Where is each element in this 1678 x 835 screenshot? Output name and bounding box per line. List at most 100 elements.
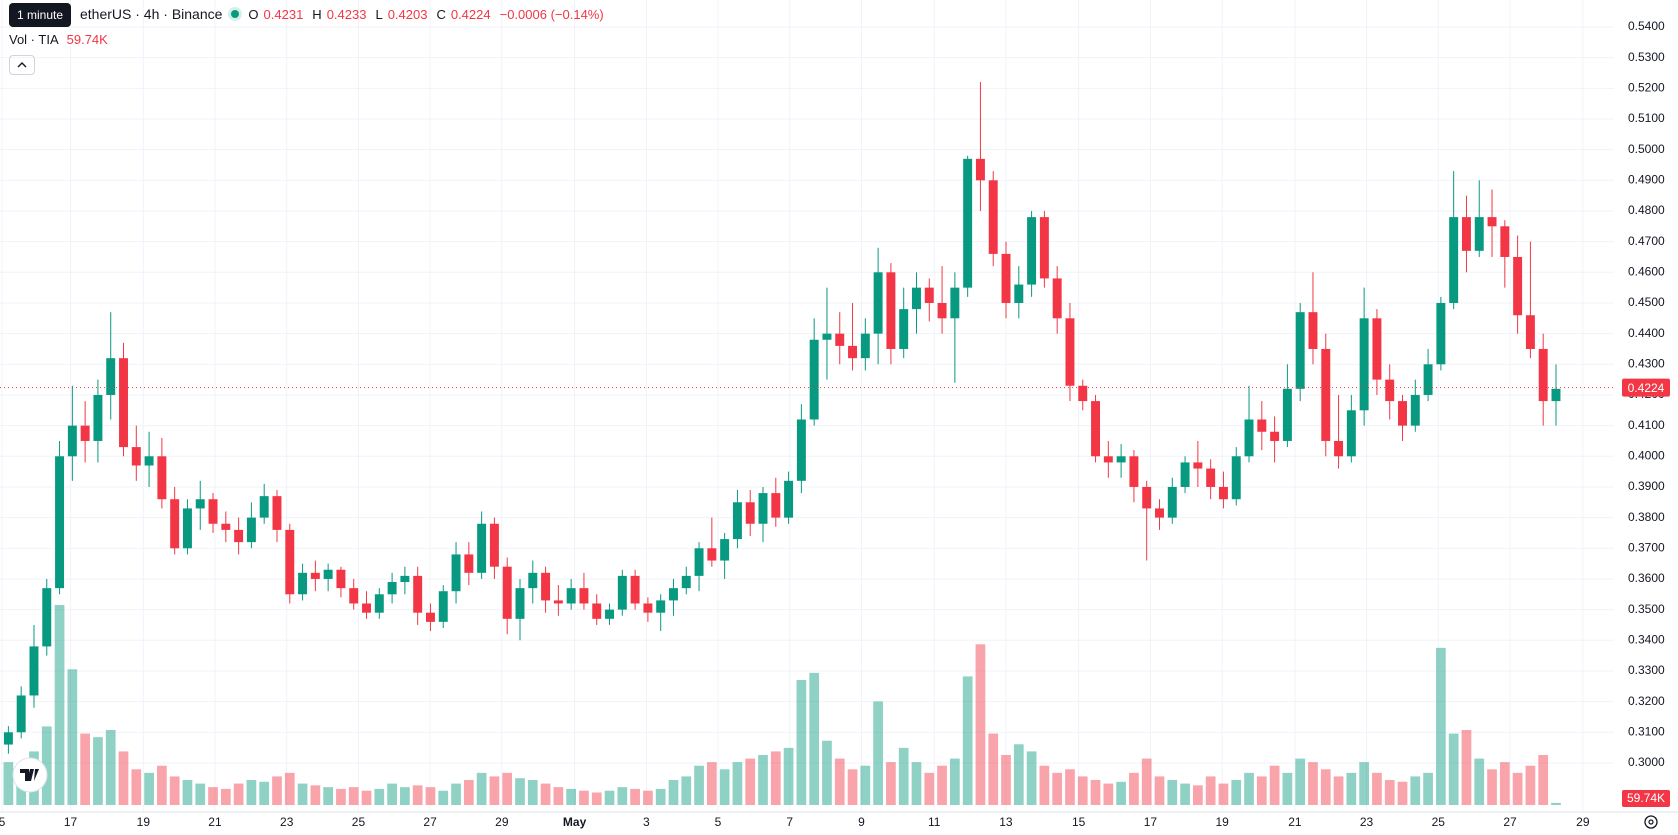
x-tick-label: 29 — [495, 815, 509, 829]
y-tick-label: 0.3700 — [1628, 540, 1665, 554]
volume-bar — [1499, 762, 1510, 805]
candle-body — [835, 333, 845, 346]
candle-body — [1014, 284, 1024, 303]
volume-bar — [374, 788, 385, 805]
candle-body — [899, 309, 909, 349]
candle-body — [362, 603, 371, 613]
candle-body — [131, 447, 141, 466]
volume-bar — [1090, 780, 1101, 805]
volume-bar — [1423, 772, 1433, 805]
high-value: 0.4233 — [326, 6, 367, 22]
volume-bar — [822, 740, 832, 805]
x-tick-label: 23 — [280, 815, 294, 829]
y-tick-label: 0.4300 — [1628, 356, 1665, 370]
volume-bar — [1129, 772, 1139, 805]
y-tick-label: 0.3100 — [1628, 724, 1665, 738]
candle-body — [80, 425, 90, 441]
chevron — [17, 62, 27, 68]
y-tick-label: 0.3200 — [1628, 694, 1665, 708]
volume-bar — [195, 783, 206, 805]
volume-bar — [758, 755, 768, 805]
y-tick-label: 0.5100 — [1628, 111, 1665, 125]
candle-body — [553, 600, 563, 604]
candle-body — [67, 425, 77, 457]
close-value: 0.4224 — [450, 6, 491, 22]
y-tick-label: 0.4800 — [1628, 203, 1665, 217]
volume-bar — [886, 762, 896, 805]
x-tick-label: 9 — [858, 815, 865, 829]
volume-bar — [246, 780, 257, 805]
candle-body — [1334, 440, 1344, 457]
candle-body — [1244, 419, 1254, 457]
y-tick-label: 0.3600 — [1628, 571, 1665, 585]
candle-body — [16, 695, 26, 733]
candle-body — [681, 575, 691, 589]
candle-body — [860, 333, 870, 359]
volume-bar — [348, 787, 359, 805]
y-tick-label: 0.3300 — [1628, 663, 1665, 677]
candle-body — [502, 566, 512, 619]
volume-bar — [604, 790, 615, 805]
volume-bar — [988, 733, 999, 805]
symbol[interactable]: etherUS · 4h · Binance — [80, 6, 223, 22]
candle-body — [221, 523, 231, 530]
candle-body — [822, 333, 832, 340]
candle-body — [937, 302, 947, 319]
candle-body — [1065, 318, 1075, 386]
settings-icon-core — [1648, 819, 1654, 825]
x-tick-label: May — [563, 815, 587, 829]
volume-bar — [297, 783, 308, 805]
y-tick-label: 0.5000 — [1628, 142, 1665, 156]
candle-body — [541, 572, 551, 601]
volume-bar — [1065, 769, 1075, 805]
close-key: C — [436, 6, 446, 22]
collapse-button[interactable] — [9, 55, 35, 75]
candle-body — [1359, 318, 1369, 411]
last-price-box — [1622, 378, 1670, 397]
candle-body — [3, 732, 13, 745]
status-dot — [228, 7, 243, 21]
volume-bar — [118, 751, 129, 805]
candle-body — [1091, 401, 1101, 457]
candle-body — [579, 588, 589, 604]
candle-body — [323, 569, 333, 579]
volume-bar — [962, 676, 973, 805]
y-tick-label: 0.5400 — [1628, 19, 1665, 33]
volume-bar — [463, 780, 474, 805]
last-price-label: 0.4224 — [1628, 381, 1665, 395]
candle-body — [489, 523, 499, 567]
volume-bar — [617, 787, 628, 805]
candle-body — [732, 502, 742, 540]
x-tick-label: 21 — [208, 815, 222, 829]
candle-body — [1001, 253, 1011, 303]
candle-body — [924, 287, 934, 303]
candle-body — [1513, 256, 1523, 316]
volume-bar — [1346, 772, 1357, 805]
candle-body — [1231, 456, 1241, 500]
volume-bar — [361, 790, 372, 805]
volume-bar — [1461, 730, 1472, 805]
volume-bar — [579, 790, 589, 805]
candle-body — [656, 600, 666, 613]
y-tick-label: 0.4100 — [1628, 418, 1665, 432]
volume-bar — [1103, 783, 1114, 805]
candle-body — [208, 499, 218, 524]
volume-bar — [1474, 758, 1485, 805]
candle-body — [1423, 364, 1433, 395]
volume-bar — [1231, 780, 1242, 805]
volume-legend: Vol · TIA 59.74K — [9, 32, 108, 47]
volume-bar — [1269, 765, 1280, 805]
candle-body — [42, 588, 52, 647]
volume-bar — [1026, 751, 1037, 805]
candle-body — [617, 575, 627, 610]
candle-body — [1500, 226, 1510, 257]
volume-bar — [1205, 776, 1216, 805]
volume-bar — [1551, 802, 1561, 805]
volume-bar — [527, 780, 538, 805]
x-tick-label: 27 — [1503, 815, 1517, 829]
high-key: H — [312, 6, 322, 22]
volume-bar — [1397, 781, 1408, 805]
y-tick-label: 0.3400 — [1628, 632, 1665, 646]
x-tick-label: 13 — [999, 815, 1013, 829]
